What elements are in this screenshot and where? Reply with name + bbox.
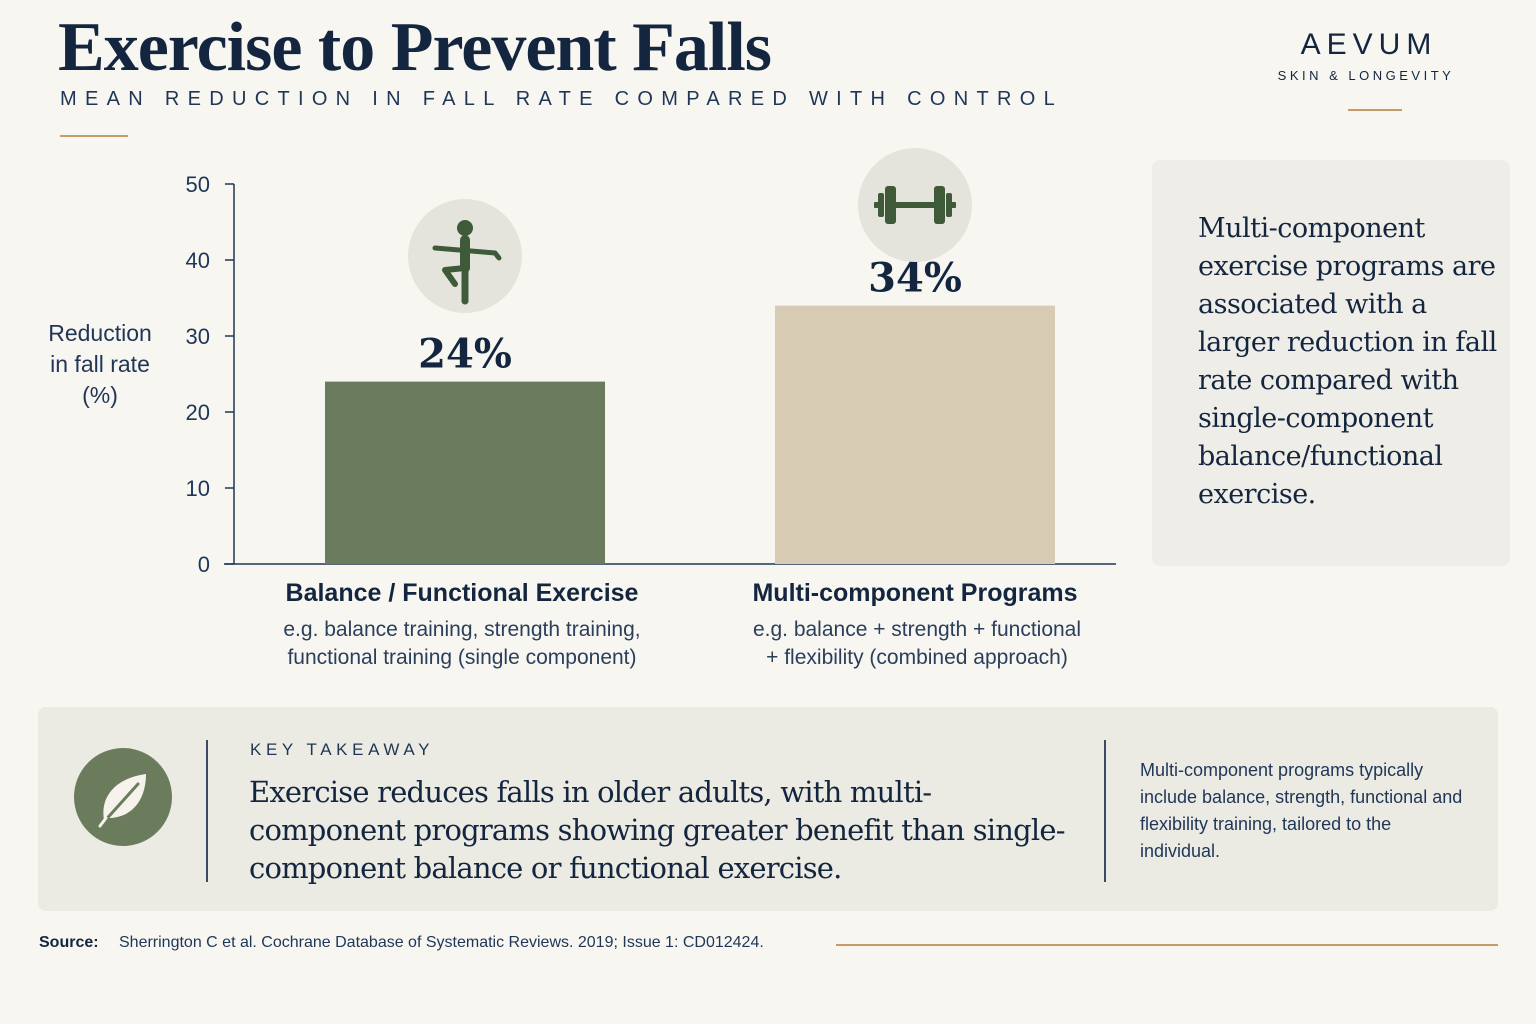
y-tick-label: 50: [186, 172, 210, 197]
y-tick-label: 20: [186, 400, 210, 425]
brand-tagline: SKIN & LONGEVITY: [1277, 68, 1455, 83]
leaf-icon: [74, 748, 172, 846]
standing-balance-icon: [408, 199, 522, 313]
takeaway-divider-right: [1104, 740, 1106, 882]
category-description-line: e.g. balance + strength + functional: [752, 618, 1082, 641]
bar-value-label: 34%: [868, 255, 962, 302]
category-label-balance: Balance / Functional Exercise: [285, 579, 639, 607]
bar-balance: [325, 381, 605, 564]
page-subtitle: MEAN REDUCTION IN FALL RATE COMPARED WIT…: [60, 88, 1064, 110]
takeaway-label: KEY TAKEAWAY: [250, 740, 435, 759]
takeaway-note: Multi-component programs typically inclu…: [1140, 760, 1463, 861]
title-accent-rule: [60, 135, 128, 137]
bar-multicomponent: [775, 305, 1055, 564]
insight-panel: Multi-component exercise programs are as…: [1152, 160, 1510, 566]
y-tick-label: 0: [198, 552, 210, 577]
page-title: Exercise to Prevent Falls: [58, 9, 772, 86]
brand-name: AEVUM: [1300, 28, 1438, 61]
category-description-line: e.g. balance training, strength training…: [283, 618, 641, 641]
source-label: Source:: [39, 934, 99, 951]
category-description-line: functional training (single component): [287, 646, 637, 669]
dumbbell-icon: [858, 148, 972, 262]
y-tick-label: 40: [186, 248, 210, 273]
category-label-multicomponent: Multi-component Programs: [752, 579, 1078, 607]
takeaway-divider-left: [206, 740, 208, 882]
footer-rule: [836, 944, 1498, 946]
chart-bars: 24% 34%: [325, 255, 1055, 564]
brand-accent-rule: [1348, 109, 1402, 111]
source-citation: Sherrington C et al. Cochrane Database o…: [119, 934, 764, 951]
category-description-multicomponent: e.g. balance + strength + functional + f…: [697, 616, 1137, 672]
key-takeaway-panel: KEY TAKEAWAY Exercise reduces falls in o…: [38, 707, 1498, 911]
bar-value-label: 24%: [418, 331, 512, 378]
y-axis-label: Reduction in fall rate (%): [48, 320, 152, 408]
y-tick-label: 10: [186, 476, 210, 501]
takeaway-text: Exercise reduces falls in older adults, …: [249, 775, 1066, 885]
category-description-line: + flexibility (combined approach): [766, 646, 1068, 669]
brand-logo: AEVUM SKIN & LONGEVITY: [1256, 28, 1476, 83]
insight-text: Multi-component exercise programs are as…: [1198, 213, 1497, 510]
y-tick-label: 30: [186, 324, 210, 349]
category-description-balance: e.g. balance training, strength training…: [242, 616, 682, 672]
